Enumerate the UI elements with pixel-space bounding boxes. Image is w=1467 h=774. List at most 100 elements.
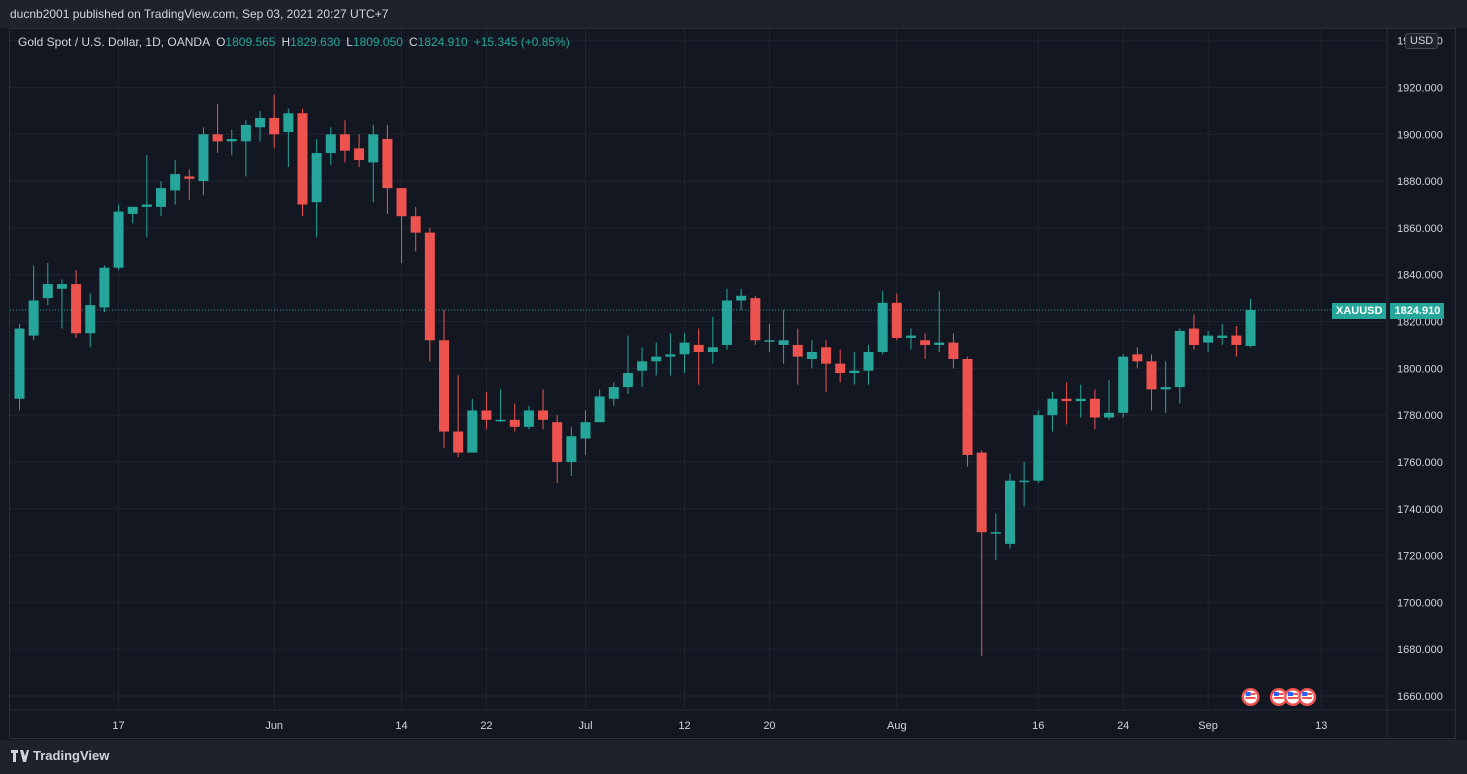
x-tick-label: Jul bbox=[578, 720, 592, 732]
currency-button[interactable]: USD bbox=[1405, 33, 1439, 49]
chart-frame[interactable] bbox=[9, 28, 1456, 739]
x-tick-label: 13 bbox=[1315, 720, 1327, 732]
x-tick-label: 17 bbox=[112, 720, 124, 732]
publisher-text: ducnb2001 published on TradingView.com, … bbox=[10, 7, 389, 21]
candle-body bbox=[1174, 330, 1185, 388]
candle-body bbox=[1075, 398, 1086, 402]
x-tick-label: 12 bbox=[678, 720, 690, 732]
candle-body bbox=[806, 351, 817, 359]
y-tick-label: 1860.000 bbox=[1397, 223, 1443, 235]
ohlc-open: O1809.565 bbox=[216, 35, 275, 49]
candle-body bbox=[792, 344, 803, 357]
symbol-title: Gold Spot / U.S. Dollar, 1D, OANDA bbox=[18, 35, 211, 49]
candle-body bbox=[1245, 310, 1256, 346]
candle-body bbox=[453, 431, 464, 453]
x-tick-label: Sep bbox=[1198, 720, 1218, 732]
y-tick-label: 1800.000 bbox=[1397, 363, 1443, 375]
y-tick-label: 1760.000 bbox=[1397, 457, 1443, 469]
candle-body bbox=[1118, 356, 1129, 413]
y-tick-label: 1680.000 bbox=[1397, 644, 1443, 656]
close-value: 1824.910 bbox=[417, 35, 468, 49]
candle-body bbox=[396, 188, 407, 217]
candle-body bbox=[849, 370, 860, 374]
candle-body bbox=[665, 354, 676, 357]
ohlc-close: C1824.910 bbox=[409, 35, 468, 49]
candle-body bbox=[255, 117, 266, 128]
candle-body bbox=[821, 347, 832, 364]
candle-body bbox=[325, 134, 336, 154]
candle-body bbox=[410, 216, 421, 233]
y-tick-label: 1740.000 bbox=[1397, 504, 1443, 516]
candle-body bbox=[1188, 328, 1199, 345]
candle-body bbox=[538, 410, 549, 420]
high-value: 1829.630 bbox=[290, 35, 341, 49]
top-bar: ducnb2001 published on TradingView.com, … bbox=[0, 0, 1467, 28]
y-tick-label: 1660.000 bbox=[1397, 691, 1443, 703]
x-tick-label: 22 bbox=[480, 720, 492, 732]
candle-body bbox=[1146, 361, 1157, 390]
bottom-bar bbox=[0, 740, 1467, 774]
x-tick-label: 14 bbox=[395, 720, 407, 732]
candle-body bbox=[891, 302, 902, 338]
candle-body bbox=[368, 134, 379, 163]
candle-body bbox=[679, 342, 690, 355]
low-value: 1809.050 bbox=[352, 35, 403, 49]
candle-body bbox=[382, 138, 393, 189]
us-flag-event-icon bbox=[1273, 692, 1279, 696]
x-tick-label: 24 bbox=[1117, 720, 1129, 732]
candle-body bbox=[877, 302, 888, 352]
candle-body bbox=[354, 148, 365, 161]
candle-body bbox=[467, 410, 478, 453]
y-tick-label: 1840.000 bbox=[1397, 270, 1443, 282]
candle-body bbox=[297, 113, 308, 205]
y-tick-label: 1900.000 bbox=[1397, 129, 1443, 141]
candle-body bbox=[920, 340, 931, 345]
us-flag-event-icon bbox=[1288, 697, 1298, 699]
candle-body bbox=[339, 134, 350, 151]
candle-body bbox=[198, 134, 209, 182]
candle-body bbox=[962, 358, 973, 455]
candle-body bbox=[764, 340, 775, 342]
y-tick-label: 1920.000 bbox=[1397, 83, 1443, 95]
high-label: H bbox=[281, 35, 291, 49]
candle-body bbox=[552, 422, 563, 462]
candle-body bbox=[226, 138, 237, 142]
candle-body bbox=[523, 410, 534, 427]
candle-body bbox=[311, 153, 322, 203]
candle-body bbox=[750, 298, 761, 341]
y-tick-label: 1700.000 bbox=[1397, 597, 1443, 609]
close-label: C bbox=[408, 35, 418, 49]
tradingview-brand[interactable]: TradingView bbox=[11, 748, 109, 763]
candle-body bbox=[976, 452, 987, 533]
candle-body bbox=[1061, 398, 1072, 402]
us-flag-event-icon bbox=[1273, 697, 1284, 699]
symbol-tag: XAUUSD bbox=[1332, 303, 1387, 319]
candle-body bbox=[1203, 335, 1214, 343]
candle-body bbox=[707, 347, 718, 352]
candle-body bbox=[934, 342, 945, 345]
candle-body bbox=[905, 335, 916, 338]
candle-body bbox=[580, 422, 591, 439]
candle-body bbox=[14, 328, 25, 399]
x-tick-label: 16 bbox=[1032, 720, 1044, 732]
y-tick-label: 1780.000 bbox=[1397, 410, 1443, 422]
low-label: L bbox=[346, 35, 353, 49]
us-flag-event-icon bbox=[1245, 692, 1251, 696]
x-tick-label: 20 bbox=[763, 720, 775, 732]
candle-body bbox=[835, 363, 846, 374]
candle-body bbox=[863, 351, 874, 371]
candle-body bbox=[509, 419, 520, 427]
candle-body bbox=[1217, 335, 1228, 338]
candle-body bbox=[184, 176, 195, 179]
symbol-legend: Gold Spot / U.S. Dollar, 1D, OANDA O1809… bbox=[18, 35, 570, 49]
tradingview-logo-icon bbox=[11, 749, 29, 762]
open-value: 1809.565 bbox=[225, 35, 276, 49]
candle-body bbox=[481, 410, 492, 420]
candle-body bbox=[269, 117, 280, 135]
candle-body bbox=[127, 206, 138, 214]
candle-body bbox=[71, 284, 82, 334]
candle-body bbox=[778, 340, 789, 345]
candle-body bbox=[736, 295, 747, 301]
candle-body bbox=[99, 267, 110, 308]
